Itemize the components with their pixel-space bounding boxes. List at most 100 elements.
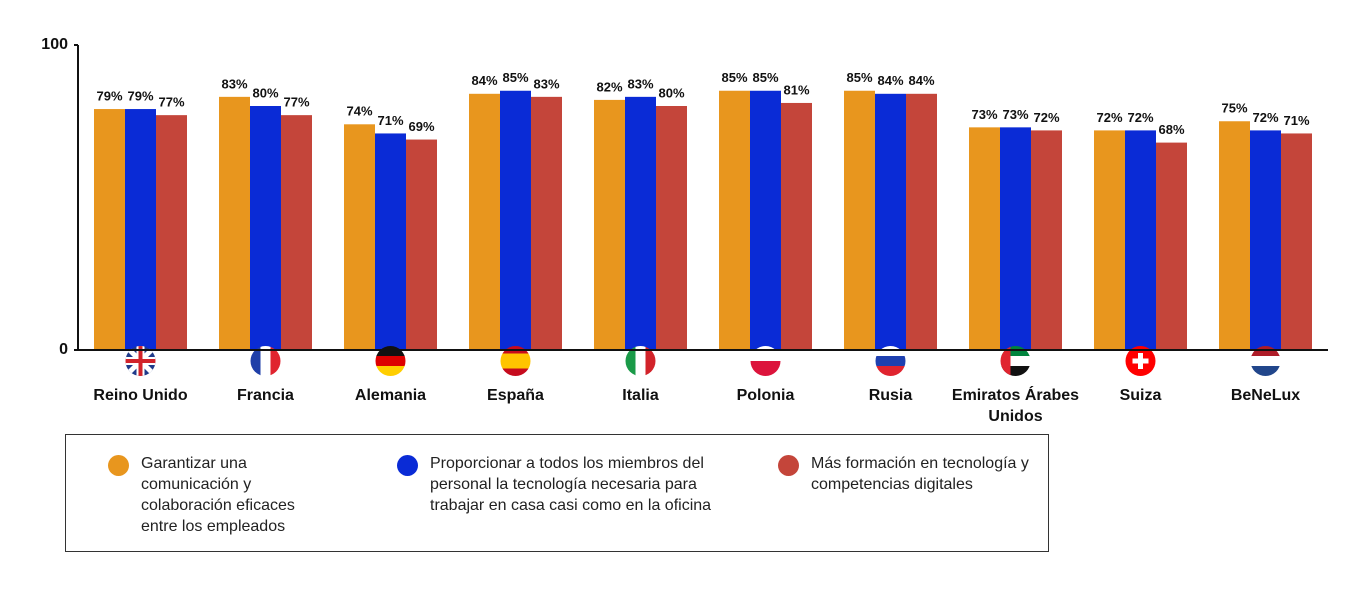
value-label: 80% (252, 85, 278, 100)
bar (1156, 142, 1187, 350)
legend-item: Proporcionar a todos los miembros del pe… (397, 453, 730, 516)
x-tick-label: Polonia (736, 387, 795, 404)
y-tick-label: 100 (41, 36, 68, 53)
flag-stripe (500, 353, 531, 362)
flag (375, 346, 406, 376)
x-tick-label: Alemania (354, 387, 427, 404)
legend-swatch (108, 455, 129, 476)
value-label: 79% (127, 88, 153, 103)
value-label: 85% (752, 70, 778, 85)
bar (250, 106, 281, 350)
value-label: 84% (877, 73, 903, 88)
legend-swatch (397, 455, 418, 476)
value-label: 81% (783, 82, 809, 97)
flag-stripe (1000, 346, 1031, 357)
bar (1125, 130, 1156, 350)
flag (1250, 346, 1281, 376)
bar (1000, 127, 1031, 350)
flag-stripe (375, 346, 406, 357)
bar (500, 90, 531, 350)
value-label: 71% (1283, 113, 1309, 128)
bar (625, 96, 656, 350)
bar (1219, 121, 1250, 350)
flag-stripe (250, 346, 261, 376)
value-label: 74% (346, 104, 372, 119)
bar (969, 127, 1000, 350)
value-label: 83% (221, 76, 247, 91)
flag-stripe (500, 361, 531, 369)
x-tick-label: España (487, 387, 544, 404)
flag-stripe (500, 368, 531, 376)
flag-stripe (875, 346, 906, 357)
x-tick-label: Rusia (868, 387, 913, 404)
legend-label: Más formación en tecnología y competenci… (811, 455, 1029, 493)
x-tick-label: Reino Unido (93, 387, 188, 404)
flag-stripe (875, 356, 906, 367)
bar (375, 133, 406, 350)
value-label: 73% (1002, 107, 1028, 122)
bar (125, 109, 156, 350)
flag-stripe (375, 356, 406, 367)
bar (94, 109, 125, 350)
legend-swatch (778, 455, 799, 476)
value-label: 71% (377, 113, 403, 128)
flag-stripe (1250, 356, 1281, 367)
flag-stripe (750, 361, 781, 376)
flag-stripe (1132, 358, 1149, 364)
value-label: 80% (658, 85, 684, 100)
value-label: 77% (283, 95, 309, 110)
bar (1094, 130, 1125, 350)
value-label: 83% (627, 76, 653, 91)
value-label: 85% (846, 70, 872, 85)
value-label: 79% (96, 88, 122, 103)
flag-stripe (375, 366, 406, 376)
legend: Garantizar una comunicación y colaboraci… (65, 434, 1049, 552)
legend-label: Garantizar una comunicación y colaboraci… (141, 455, 295, 535)
flag (250, 346, 281, 376)
bar (344, 124, 375, 350)
value-label: 72% (1096, 110, 1122, 125)
flag-stripe (1000, 366, 1031, 376)
bar (875, 93, 906, 351)
value-label: 85% (721, 70, 747, 85)
flag-stripe (270, 346, 281, 376)
bar (219, 96, 250, 350)
x-tick-label: Italia (622, 387, 659, 404)
flag-stripe (1000, 346, 1011, 376)
flag-stripe (1250, 366, 1281, 376)
bar (469, 93, 500, 351)
legend-item: Más formación en tecnología y competenci… (778, 453, 1031, 495)
chart: 0 100 79% 79% 77% 83% 80% 77% 74% 71% 69% 84% 85% 83%… (41, 36, 1328, 376)
flag-stripe (260, 346, 271, 376)
flag-stripe (635, 346, 646, 376)
flag-stripe (138, 346, 143, 376)
flag-stripe (625, 346, 636, 376)
bar (656, 106, 687, 350)
x-tick-label: BeNeLux (1230, 387, 1301, 404)
x-tick-label: Emiratos Árabes Unidos (951, 387, 1080, 425)
value-label: 73% (971, 107, 997, 122)
flag (875, 346, 906, 376)
bar (1031, 130, 1062, 350)
bar (156, 115, 187, 351)
bar (1281, 133, 1312, 350)
flag (625, 346, 656, 376)
bar (781, 102, 812, 350)
bar (719, 90, 750, 350)
legend-label: Proporcionar a todos los miembros del pe… (430, 455, 712, 514)
value-label: 72% (1127, 110, 1153, 125)
bar (406, 139, 437, 350)
bar (281, 115, 312, 351)
value-label: 84% (908, 73, 934, 88)
value-label: 83% (533, 76, 559, 91)
bar (844, 90, 875, 350)
value-label: 75% (1221, 101, 1247, 116)
flag (1000, 346, 1031, 376)
bar (531, 96, 562, 350)
flag-stripe (875, 366, 906, 376)
value-label: 85% (502, 70, 528, 85)
value-label: 84% (471, 73, 497, 88)
flag-stripe (1250, 346, 1281, 357)
bar (594, 99, 625, 351)
bar (906, 93, 937, 351)
